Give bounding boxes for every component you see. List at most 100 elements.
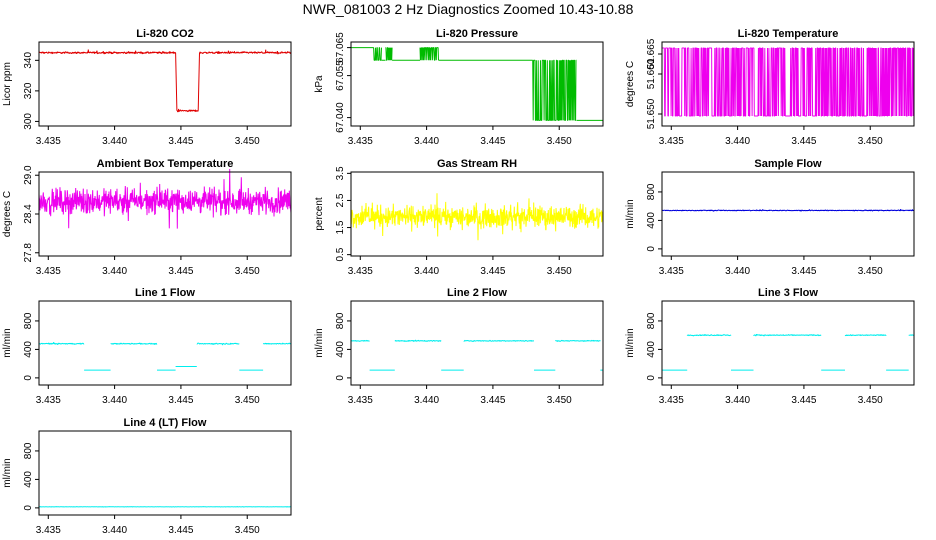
- y-axis-label-licor-temp: degrees C: [625, 61, 636, 107]
- x-tick-label-licor-temp: 3.440: [725, 136, 750, 147]
- y-tick-label-co2: 340: [23, 52, 34, 69]
- x-tick-label-line4-flow: 3.450: [235, 525, 260, 536]
- x-tick-label-pressure: 3.445: [480, 136, 505, 147]
- x-tick-label-line1-flow: 3.435: [36, 395, 61, 406]
- y-tick-label-line1-flow: 400: [23, 341, 34, 358]
- x-tick-label-box-temp: 3.440: [102, 266, 127, 277]
- panel-sample-flow: Sample Flow ml/min 0 400 800 3.435 3.440 3.445 3…: [625, 158, 915, 277]
- y-tick-label-rh: 0.5: [335, 247, 346, 261]
- x-tick-label-rh: 3.450: [547, 266, 572, 277]
- panel-title-line4-flow: Line 4 (LT) Flow: [124, 417, 207, 429]
- plot-frame-co2: [38, 41, 292, 127]
- series-line-rh: [350, 193, 604, 241]
- plot-frame-line2-flow: [350, 300, 604, 386]
- y-tick-label-line3-flow: 0: [646, 375, 657, 381]
- y-tick-label-licor-temp: 51.665: [646, 38, 657, 69]
- x-tick-label-line2-flow: 3.440: [414, 395, 439, 406]
- y-axis-label-pressure: kPa: [314, 75, 325, 93]
- plot-frame-rh: [350, 171, 604, 257]
- panel-title-line2-flow: Line 2 Flow: [447, 287, 507, 299]
- panel-title-box-temp: Ambient Box Temperature: [97, 158, 234, 170]
- y-tick-label-line3-flow: 800: [646, 312, 657, 329]
- series-line-line4-flow: [38, 506, 292, 508]
- y-axis-label-sample-flow: ml/min: [625, 199, 636, 228]
- x-tick-label-line1-flow: 3.445: [168, 395, 193, 406]
- x-tick-label-rh: 3.440: [414, 266, 439, 277]
- panel-title-pressure: Li-820 Pressure: [436, 28, 518, 40]
- y-tick-label-pressure: 67.065: [335, 32, 346, 63]
- panel-line4-flow: Line 4 (LT) Flow ml/min 0 400 800 3.435 3.440 3…: [2, 417, 292, 536]
- x-tick-label-rh: 3.435: [348, 266, 373, 277]
- series-line-pressure: [351, 47, 603, 121]
- x-tick-label-sample-flow: 3.440: [725, 266, 750, 277]
- x-tick-label-box-temp: 3.450: [235, 266, 260, 277]
- y-tick-label-rh: 2.5: [335, 193, 346, 207]
- x-tick-label-licor-temp: 3.435: [659, 136, 684, 147]
- panel-line1-flow: Line 1 Flow ml/min 0 400 800 3.435 3.440 3.445 3…: [2, 287, 292, 406]
- x-tick-label-line1-flow: 3.450: [235, 395, 260, 406]
- x-tick-label-co2: 3.450: [235, 136, 260, 147]
- x-tick-label-co2: 3.445: [168, 136, 193, 147]
- plot-frame-line4-flow: [38, 430, 292, 516]
- x-tick-label-pressure: 3.440: [414, 136, 439, 147]
- plot-frame-licor-temp: [661, 41, 915, 127]
- panel-line2-flow: Line 2 Flow ml/min 0 400 800 3.435 3.440 3.445 3…: [314, 287, 604, 406]
- x-tick-label-line4-flow: 3.435: [36, 525, 61, 536]
- y-tick-label-line2-flow: 400: [335, 341, 346, 358]
- plot-frame-box-temp: [38, 171, 292, 257]
- series-line-line3-flow: [662, 334, 915, 371]
- y-tick-label-sample-flow: 800: [646, 183, 657, 200]
- y-axis-label-line3-flow: ml/min: [625, 328, 636, 357]
- plot-frame-sample-flow: [661, 171, 915, 257]
- panel-line3-flow: Line 3 Flow ml/min 0 400 800 3.435 3.440 3.445 3…: [625, 287, 915, 406]
- series-line-line2-flow: [350, 339, 603, 371]
- x-tick-label-line3-flow: 3.450: [858, 395, 883, 406]
- y-tick-label-pressure: 67.055: [335, 60, 346, 91]
- plot-frame-line1-flow: [38, 300, 292, 386]
- x-tick-label-line4-flow: 3.445: [168, 525, 193, 536]
- x-tick-label-rh: 3.445: [480, 266, 505, 277]
- series-line-co2: [38, 49, 292, 113]
- y-tick-label-rh: 1.5: [335, 220, 346, 234]
- figure-title: NWR_081003 2 Hz Diagnostics Zoomed 10.43…: [303, 1, 634, 17]
- panel-title-rh: Gas Stream RH: [437, 158, 517, 170]
- y-axis-label-line1-flow: ml/min: [2, 328, 13, 357]
- x-tick-label-box-temp: 3.435: [36, 266, 61, 277]
- y-tick-label-sample-flow: 0: [646, 246, 657, 252]
- series-line-sample-flow: [661, 209, 915, 212]
- x-tick-label-line2-flow: 3.445: [480, 395, 505, 406]
- panels: Li-820 CO2 Licor ppm 300 320 340 3.435 3.440 3.…: [2, 28, 915, 536]
- x-tick-label-line2-flow: 3.435: [348, 395, 373, 406]
- panel-title-licor-temp: Li-820 Temperature: [738, 28, 839, 40]
- y-tick-label-line1-flow: 800: [23, 312, 34, 329]
- y-tick-label-sample-flow: 400: [646, 212, 657, 229]
- panel-title-line1-flow: Line 1 Flow: [135, 287, 195, 299]
- x-tick-label-line3-flow: 3.440: [725, 395, 750, 406]
- x-tick-label-line1-flow: 3.440: [102, 395, 127, 406]
- y-tick-label-co2: 300: [23, 113, 34, 130]
- y-axis-label-line2-flow: ml/min: [314, 328, 325, 357]
- x-tick-label-sample-flow: 3.435: [659, 266, 684, 277]
- panel-title-line3-flow: Line 3 Flow: [758, 287, 818, 299]
- x-tick-label-co2: 3.435: [36, 136, 61, 147]
- plot-frame-line3-flow: [661, 300, 915, 386]
- x-tick-label-licor-temp: 3.450: [858, 136, 883, 147]
- y-axis-label-line4-flow: ml/min: [2, 458, 13, 487]
- x-tick-label-sample-flow: 3.450: [858, 266, 883, 277]
- x-tick-label-box-temp: 3.445: [168, 266, 193, 277]
- y-tick-label-line4-flow: 400: [23, 471, 34, 488]
- y-tick-label-line4-flow: 800: [23, 442, 34, 459]
- y-tick-label-box-temp: 27.8: [23, 243, 34, 263]
- y-tick-label-line2-flow: 800: [335, 312, 346, 329]
- y-tick-label-licor-temp: 51.650: [646, 98, 657, 129]
- y-tick-label-line1-flow: 0: [23, 375, 34, 381]
- y-tick-label-line3-flow: 400: [646, 341, 657, 358]
- y-tick-label-licor-temp: 51.660: [646, 58, 657, 89]
- plot-frame-pressure: [350, 41, 604, 127]
- x-tick-label-pressure: 3.435: [348, 136, 373, 147]
- x-tick-label-line3-flow: 3.445: [791, 395, 816, 406]
- y-axis-label-rh: percent: [314, 197, 325, 231]
- x-tick-label-pressure: 3.450: [547, 136, 572, 147]
- y-tick-label-line2-flow: 0: [335, 375, 346, 381]
